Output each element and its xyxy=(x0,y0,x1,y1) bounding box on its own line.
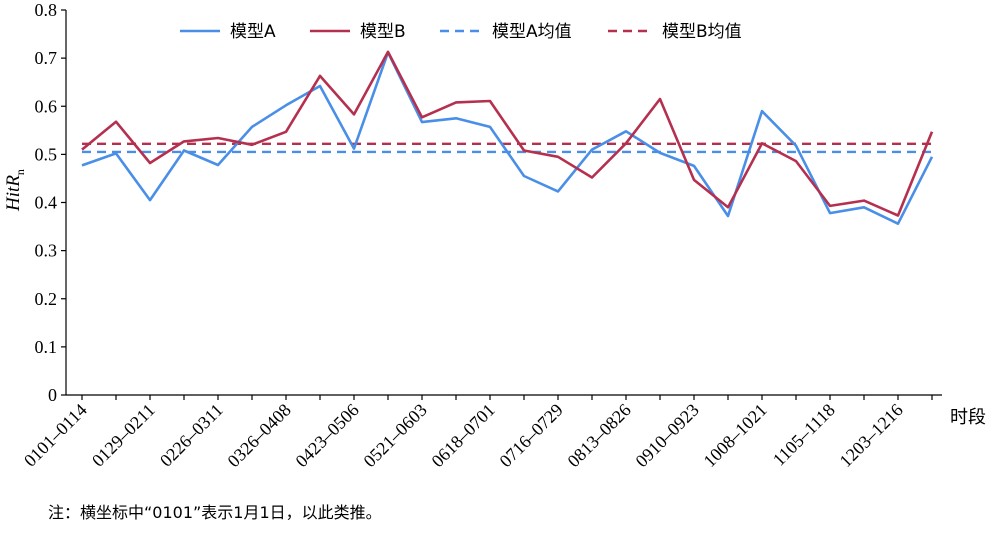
y-axis-label: HitRn xyxy=(3,169,27,212)
x-tick-label: 0326–0408 xyxy=(223,400,294,471)
y-ticks: 0 0.1 0.2 0.3 0.4 0.5 0.6 0.7 0.8 xyxy=(35,0,66,405)
legend-label: 模型A均值 xyxy=(492,22,572,42)
x-tick-label: 1008–1021 xyxy=(699,400,770,471)
x-axis-label: 时段 xyxy=(950,407,986,428)
y-tick-label: 0.6 xyxy=(35,96,58,116)
x-tick-label: 0423–0506 xyxy=(291,400,362,471)
y-axis-label-main: HitR xyxy=(3,175,24,212)
legend-label: 模型A xyxy=(230,22,276,42)
y-tick-label: 0.5 xyxy=(35,144,58,164)
x-tick-label: 0101–0114 xyxy=(20,400,91,471)
series-line-0 xyxy=(81,51,934,225)
y-tick-label: 0.3 xyxy=(35,241,58,261)
y-tick-label: 0.2 xyxy=(35,289,58,309)
x-tick-label: 0910–0923 xyxy=(631,400,702,471)
x-tick-label: 0226–0311 xyxy=(156,400,227,471)
y-tick-label: 0 xyxy=(48,385,57,405)
x-tick-label: 0521–0603 xyxy=(359,400,430,471)
y-tick-label: 0.7 xyxy=(35,48,58,68)
x-tick-label: 0813–0826 xyxy=(563,400,634,471)
y-tick-label: 0.1 xyxy=(35,337,58,357)
x-tick-label: 0618–0701 xyxy=(427,400,498,471)
x-tick-label: 1203–1216 xyxy=(835,400,906,471)
y-axis-label-subscript: n xyxy=(13,169,27,175)
legend-label: 模型B xyxy=(360,22,406,42)
legend: 模型A 模型B 模型A均值 模型B均值 xyxy=(180,22,742,42)
series-layer xyxy=(81,50,934,225)
x-ticks: 0101–01140129–02110226–03110326–04080423… xyxy=(20,395,933,471)
legend-label: 模型B均值 xyxy=(662,22,742,42)
x-tick-label: 0716–0729 xyxy=(495,400,566,471)
x-tick-label: 1105–1118 xyxy=(769,400,839,470)
series-line-1 xyxy=(81,50,934,217)
y-tick-label: 0.8 xyxy=(35,0,58,20)
x-tick-label: 0129–0211 xyxy=(88,400,159,471)
axes xyxy=(65,10,942,396)
footnote: 注：横坐标中“0101”表示1月1日，以此类推。 xyxy=(48,503,382,522)
y-tick-label: 0.4 xyxy=(35,193,58,213)
